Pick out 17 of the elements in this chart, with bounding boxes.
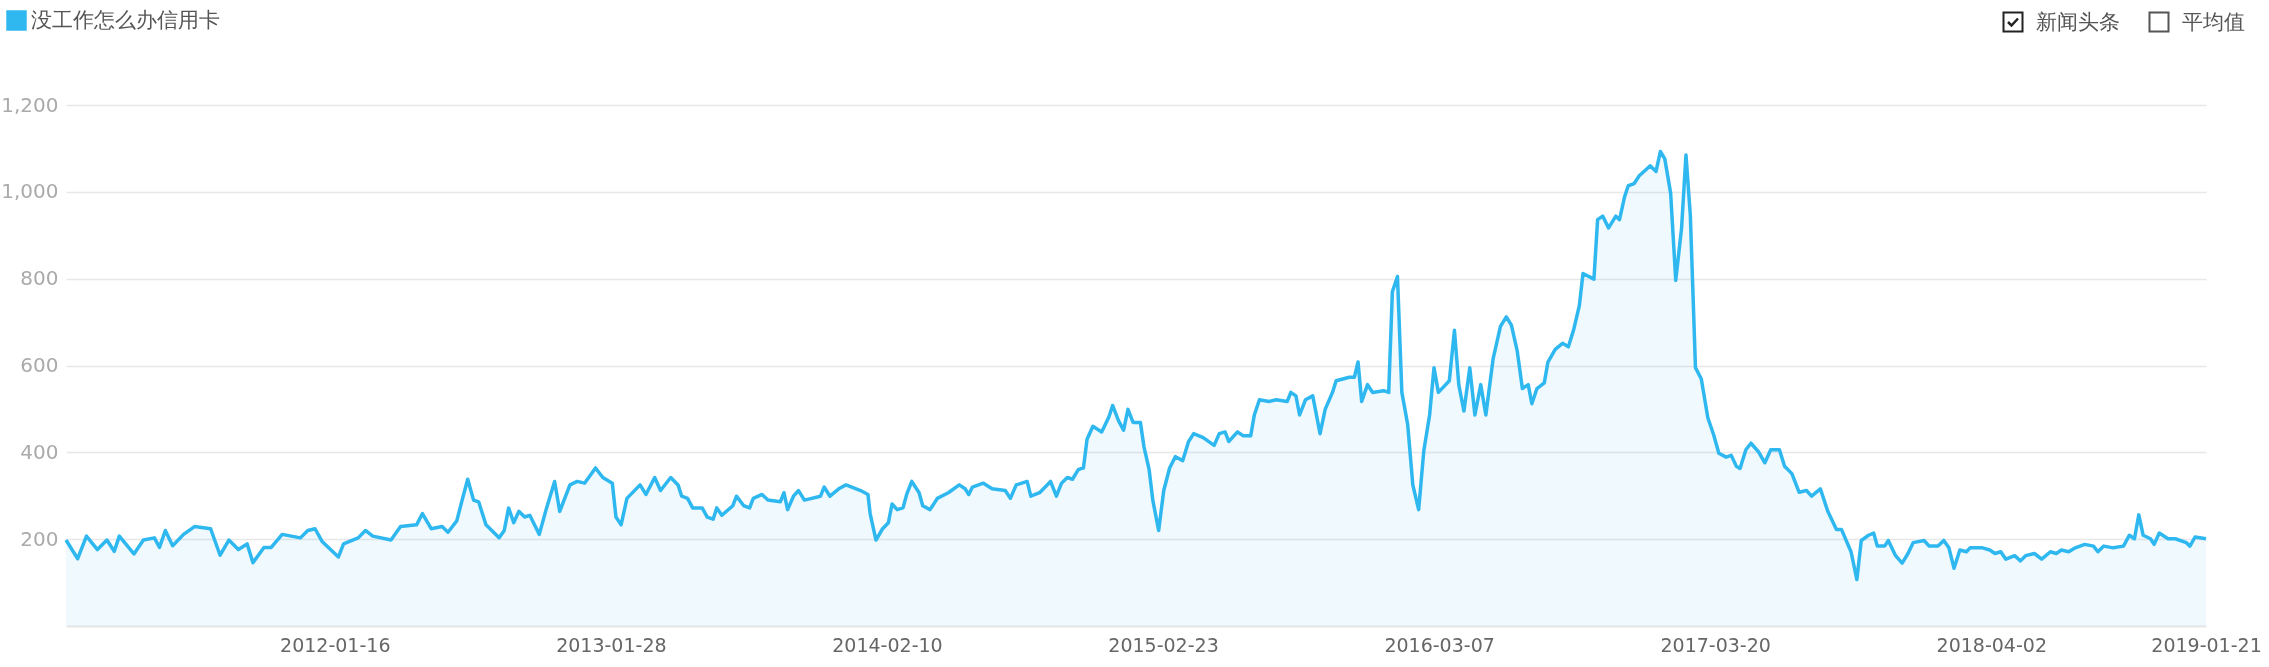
legend-label: 没工作怎么办信用卡: [31, 7, 220, 32]
y-tick-label: 1,000: [1, 179, 59, 204]
x-tick-label: 2013-01-28: [556, 633, 667, 656]
y-tick-label: 1,200: [1, 92, 59, 117]
x-tick-label: 2012-01-16: [280, 633, 391, 656]
x-tick-label: 2018-04-02: [1936, 633, 2047, 656]
x-tick-label: 2016-03-07: [1384, 633, 1495, 656]
x-tick-label: 2014-02-10: [832, 633, 943, 656]
y-tick-label: 800: [20, 266, 59, 291]
text: 平均值: [2182, 9, 2245, 36]
y-tick-label: 600: [20, 353, 59, 377]
y-tick-label: 400: [20, 439, 59, 464]
x-tick-label: 2019-01-21: [2151, 633, 2262, 656]
text: 新闻头条: [2036, 9, 2120, 36]
x-tick-label: 2015-02-23: [1108, 633, 1219, 656]
y-tick-label: 200: [20, 526, 59, 551]
x-tick-label: 2017-03-20: [1660, 633, 1771, 656]
